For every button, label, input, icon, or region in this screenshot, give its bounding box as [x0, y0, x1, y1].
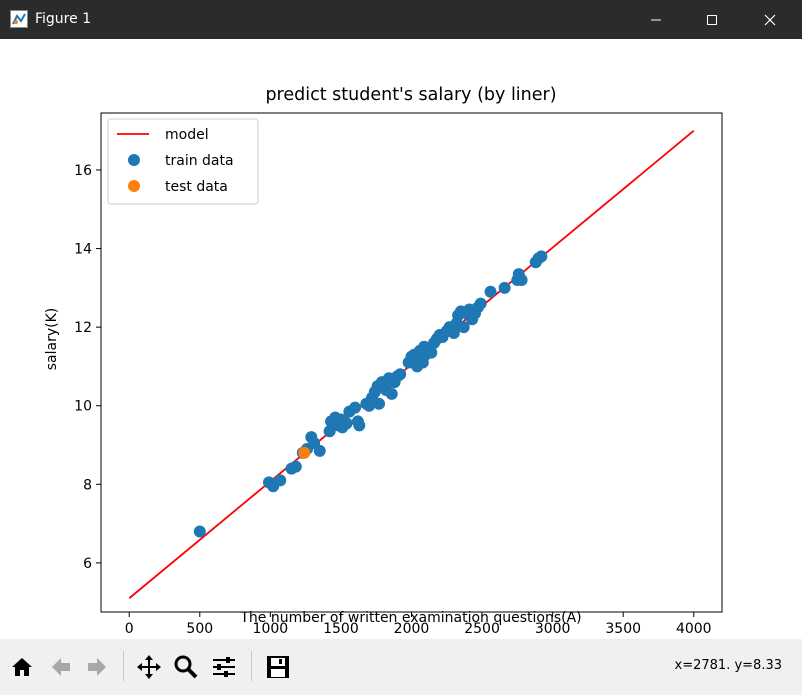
- x-tick-label: 1000: [253, 621, 289, 637]
- legend-model-label: model: [165, 127, 209, 143]
- train-data-point: [340, 417, 353, 430]
- train-data-point: [313, 444, 326, 457]
- toolbar-separator: [251, 651, 252, 681]
- test-data-point: [298, 446, 311, 459]
- minimize-icon: [651, 19, 661, 20]
- configure-subplots-button[interactable]: [208, 651, 239, 682]
- y-tick-label: 14: [74, 242, 92, 258]
- x-tick-label: 2000: [394, 621, 430, 637]
- legend-test-swatch: [128, 180, 140, 192]
- maximize-button[interactable]: [684, 0, 740, 39]
- toolbar-separator: [123, 651, 124, 681]
- train-data-point: [447, 327, 460, 340]
- legend-train-label: train data: [165, 153, 234, 169]
- y-axis-label: salary(K): [44, 308, 60, 371]
- cursor-coordinates: x=2781. y=8.33: [674, 658, 782, 673]
- back-button[interactable]: [45, 651, 76, 682]
- legend-test-label: test data: [165, 179, 228, 195]
- minimize-button[interactable]: [628, 0, 684, 39]
- train-data-point: [193, 525, 206, 538]
- y-tick-label: 8: [83, 477, 92, 493]
- figure-canvas[interactable]: predict student's salary (by liner) 0 500…: [0, 39, 802, 639]
- x-axis-ticks: 0 500 1000 1500 2000 2500 3000 3500 4000: [125, 612, 712, 637]
- app-icon: [10, 10, 28, 28]
- forward-button[interactable]: [81, 651, 112, 682]
- legend-box: [107, 118, 259, 205]
- train-data-point: [353, 419, 366, 432]
- window-title: Figure 1: [35, 11, 92, 27]
- zoom-button[interactable]: [170, 651, 201, 682]
- train-data-point: [498, 281, 511, 294]
- title-bar[interactable]: Figure 1: [0, 0, 802, 39]
- train-data-point: [474, 297, 487, 310]
- train-data-point: [323, 425, 336, 438]
- save-button[interactable]: [262, 651, 293, 682]
- train-data-point: [484, 285, 497, 298]
- pan-button[interactable]: [133, 651, 164, 682]
- train-data-point: [515, 273, 528, 286]
- home-button[interactable]: [6, 651, 37, 682]
- points-layer: [193, 250, 548, 538]
- y-tick-label: 12: [74, 320, 92, 336]
- train-data-point: [535, 250, 548, 263]
- x-tick-label: 4000: [676, 621, 712, 637]
- y-axis-ticks: 6 8 10 12 14 16: [74, 163, 101, 572]
- y-tick-label: 10: [74, 399, 92, 415]
- x-tick-label: 2500: [464, 621, 500, 637]
- close-icon: [764, 14, 776, 25]
- close-button[interactable]: [742, 0, 798, 39]
- train-data-point: [349, 401, 362, 414]
- pan-icon: [136, 654, 161, 679]
- x-tick-label: 0: [125, 621, 134, 637]
- train-data-point: [289, 460, 302, 473]
- train-data-point: [385, 387, 398, 400]
- home-icon: [11, 657, 32, 676]
- x-axis-label: The number of written examination questi…: [239, 610, 581, 626]
- x-tick-label: 1500: [323, 621, 359, 637]
- train-data-point: [373, 397, 386, 410]
- save-icon: [266, 655, 289, 678]
- back-arrow-icon: [51, 657, 70, 676]
- maximize-icon: [707, 14, 717, 25]
- configure-subplots-icon: [212, 656, 235, 677]
- zoom-icon: [174, 655, 197, 678]
- y-tick-label: 6: [83, 556, 92, 572]
- legend: model train data test data: [107, 118, 259, 205]
- train-data-point: [394, 368, 407, 381]
- y-tick-label: 16: [74, 163, 92, 179]
- train-data-point: [425, 346, 438, 359]
- x-tick-label: 500: [186, 621, 213, 637]
- navigation-toolbar: x=2781. y=8.33: [0, 639, 802, 695]
- x-tick-label: 3500: [605, 621, 641, 637]
- scatter-chart[interactable]: predict student's salary (by liner) 0 500…: [0, 39, 802, 639]
- legend-train-swatch: [128, 154, 140, 166]
- train-data-point: [457, 321, 470, 334]
- x-tick-label: 3000: [535, 621, 571, 637]
- forward-arrow-icon: [87, 657, 106, 676]
- train-data-point: [274, 474, 287, 487]
- chart-title: predict student's salary (by liner): [265, 85, 556, 105]
